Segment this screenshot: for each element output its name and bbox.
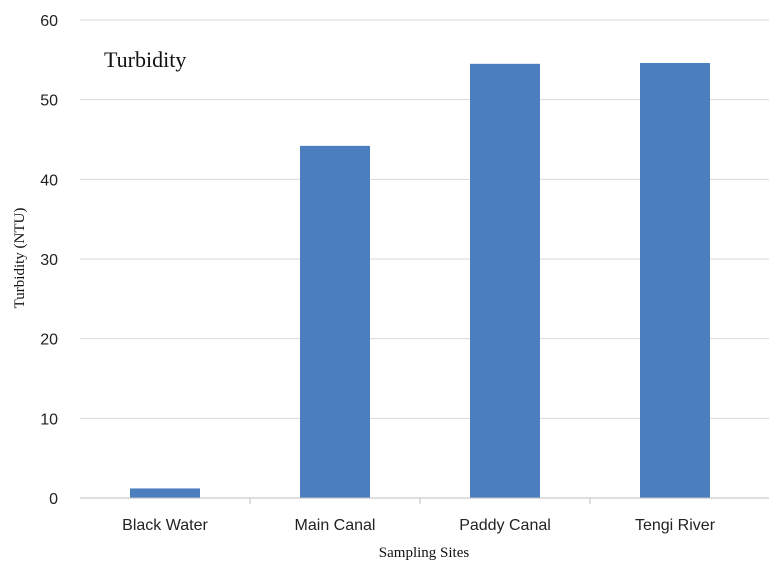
y-tick-label: 0 [49,491,58,508]
y-tick-label: 20 [40,332,58,349]
x-axis-ticks: Black Water Main Canal Paddy Canal Tengi Ri… [122,498,716,534]
bar-main-canal [300,145,370,498]
y-tick-label: 40 [40,172,58,189]
x-axis-label: Sampling Sites [379,545,470,561]
y-axis-label: Turbidity (NTU) [12,208,28,309]
bar-black-water [130,488,200,498]
x-tick-label: Paddy Canal [459,517,551,534]
y-tick-label: 60 [40,13,58,30]
x-tick-label: Main Canal [295,517,376,534]
chart-title: Turbidity [104,47,186,72]
x-tick-label: Black Water [122,517,208,534]
bars [130,63,710,499]
y-axis-ticks: 0 10 20 30 40 50 60 [40,13,58,508]
y-tick-label: 30 [40,252,58,269]
bar-tengi-river [640,63,710,499]
x-tick-label: Tengi River [635,517,716,534]
bar-paddy-canal [470,63,540,499]
y-tick-label: 50 [40,93,58,110]
y-tick-label: 10 [40,411,58,428]
